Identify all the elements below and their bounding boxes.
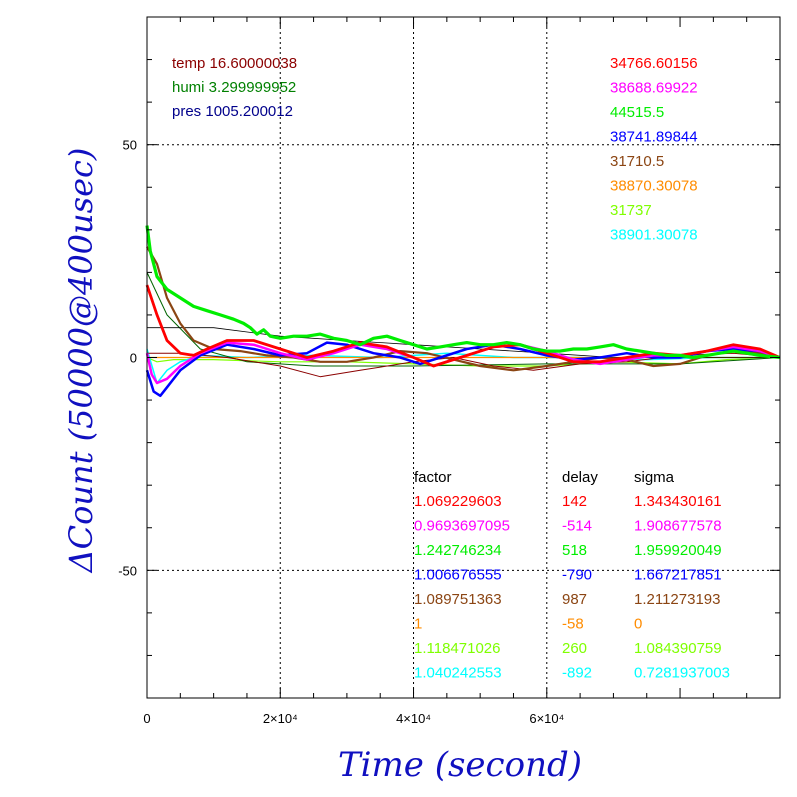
table-header-factor: factor xyxy=(414,469,452,486)
table-cell-factor: 1 xyxy=(414,616,422,633)
right-value-4: 31710.5 xyxy=(610,153,664,170)
table-cell-sigma: 1.959920049 xyxy=(634,542,722,559)
table-cell-delay: 987 xyxy=(562,591,587,608)
right-value-6: 31737 xyxy=(610,202,652,219)
tick-labels: 0 2×10⁴ 4×10⁴ 6×10⁴ 50 0 -50 xyxy=(118,138,564,726)
table-cell-factor: 1.006676555 xyxy=(414,567,502,584)
series-line-10 xyxy=(145,225,781,360)
x-axis-label: Time (second) xyxy=(338,745,582,785)
table-cell-sigma: 1.667217851 xyxy=(634,567,722,584)
right-value-5: 38870.30078 xyxy=(610,178,698,195)
table-cell-factor: 1.118471026 xyxy=(414,640,500,657)
series-line-7 xyxy=(145,341,781,398)
table-cell-sigma: 1.211273193 xyxy=(634,591,720,608)
table-cell-delay: -790 xyxy=(562,567,592,584)
right-value-0: 34766.60156 xyxy=(610,55,698,72)
ticks xyxy=(146,16,781,699)
x-tick-label: 2×10⁴ xyxy=(263,711,298,726)
env-note-2: pres 1005.200012 xyxy=(172,103,293,120)
table-cell-factor: 1.040242553 xyxy=(414,665,502,682)
table-cell-factor: 1.242746234 xyxy=(414,542,502,559)
y-tick-label: 0 xyxy=(130,351,137,366)
table-cell-sigma: 1.084390759 xyxy=(634,640,722,657)
table-cell-sigma: 1.908677578 xyxy=(634,518,722,535)
series-line-3 xyxy=(146,272,781,367)
right-value-2: 44515.5 xyxy=(610,104,664,121)
table-cell-sigma: 0 xyxy=(634,616,642,633)
y-tick-label: 50 xyxy=(123,138,137,153)
table-cell-sigma: 1.343430161 xyxy=(634,493,722,510)
series-line-6 xyxy=(146,246,781,372)
factor-table: factor delay sigma 1.069229603 142 1.34343016… xyxy=(414,469,730,682)
env-note-1: humi 3.299999952 xyxy=(172,79,296,96)
table-cell-sigma: 0.7281937003 xyxy=(634,665,730,682)
right-values: 34766.60156 38688.69922 44515.5 38741.89844… xyxy=(610,55,698,244)
table-cell-factor: 1.069229603 xyxy=(414,493,502,510)
env-notes: temp 16.60000038 humi 3.299999952 pres 100… xyxy=(172,55,297,120)
table-header-sigma: sigma xyxy=(634,469,675,486)
table-cell-delay: -514 xyxy=(562,518,592,535)
x-tick-label: 0 xyxy=(143,711,150,726)
x-tick-label: 4×10⁴ xyxy=(396,711,431,726)
y-tick-label: -50 xyxy=(118,563,137,578)
table-cell-delay: -892 xyxy=(562,665,592,682)
series-layer xyxy=(145,225,781,398)
x-tick-label: 6×10⁴ xyxy=(529,711,564,726)
y-axis-label: ΔCount (50000@400usec) xyxy=(62,148,100,575)
table-cell-factor: 1.089751363 xyxy=(414,591,502,608)
right-value-7: 38901.30078 xyxy=(610,227,698,244)
right-value-3: 38741.89844 xyxy=(610,129,698,146)
env-note-0: temp 16.60000038 xyxy=(172,55,297,72)
table-cell-delay: -58 xyxy=(562,616,584,633)
table-cell-factor: 0.9693697095 xyxy=(414,518,510,535)
table-cell-delay: 518 xyxy=(562,542,587,559)
right-value-1: 38688.69922 xyxy=(610,80,698,97)
table-cell-delay: 142 xyxy=(562,493,587,510)
table-cell-delay: 260 xyxy=(562,640,587,657)
table-header-delay: delay xyxy=(562,469,598,486)
